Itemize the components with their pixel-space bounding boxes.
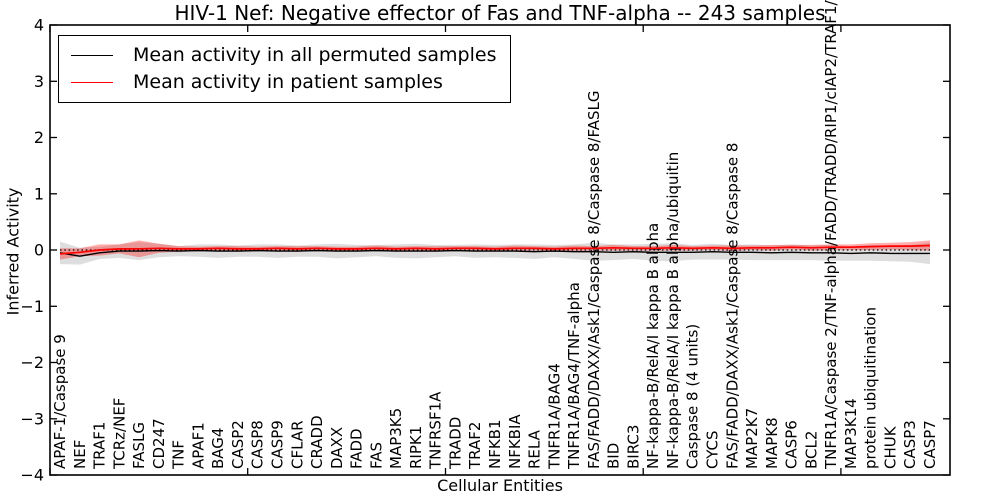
x-tick-label: DAXX <box>328 427 346 469</box>
x-tick-label: RELA <box>526 429 544 469</box>
x-tick-label: FAS <box>367 442 385 469</box>
x-tick-label: NF-kappa-B/RelA/I kappa B alpha/ubiquiti… <box>664 152 682 469</box>
legend-label-permuted: Mean activity in all permuted samples <box>133 44 497 66</box>
x-tick-label: MAP3K5 <box>387 408 405 469</box>
x-tick-label: FAS/FADD/DAXX/Ask1/Caspase 8/Caspase 8/F… <box>585 91 603 470</box>
x-tick-label: MAPK8 <box>763 417 781 469</box>
y-tick-label: −1 <box>20 297 44 316</box>
x-tick-label: TNF <box>170 440 188 470</box>
x-tick-label: APAF1 <box>189 422 207 469</box>
x-tick-label: CASP3 <box>901 420 919 469</box>
legend-label-patient: Mean activity in patient samples <box>133 71 443 93</box>
x-tick-label: TNFR1A/BAG4 <box>545 363 563 470</box>
x-tick-label: TNFR1A/Caspase 2/TNF-alpha/FADD/TRADD/RI… <box>822 0 840 470</box>
x-tick-label: BID <box>605 443 623 469</box>
x-tick-label: CRADD <box>308 415 326 469</box>
x-tick-label: TRAF1 <box>91 422 109 470</box>
legend-line-patient-icon <box>71 82 113 83</box>
x-tick-label: TCRz/NEF <box>110 398 128 470</box>
x-tick-label: FAS/FADD/DAXX/Ask1/Caspase 8/Caspase 8 <box>723 143 741 469</box>
x-tick-label: FASLG <box>130 422 148 469</box>
legend: Mean activity in all permuted samples Me… <box>58 35 512 103</box>
x-tick-label: CD247 <box>150 418 168 469</box>
y-tick-label: 0 <box>34 241 44 260</box>
x-tick-label: MAP3K14 <box>842 398 860 469</box>
x-tick-label: TRAF2 <box>466 422 484 470</box>
x-tick-label: MAP2K7 <box>743 408 761 469</box>
patient-mean-line <box>59 244 931 255</box>
x-tick-label: CASP8 <box>249 420 267 469</box>
y-tick-label: 2 <box>34 128 44 147</box>
x-tick-label: CASP6 <box>783 420 801 469</box>
x-tick-label: NFKBIA <box>506 414 524 469</box>
x-tick-label: BCL2 <box>802 431 820 469</box>
x-tick-label: CASP7 <box>921 420 939 469</box>
x-tick-label: CASP2 <box>229 420 247 469</box>
x-tick-label: CHUK <box>882 425 900 469</box>
x-tick-label: CFLAR <box>288 421 306 470</box>
x-tick-label: NF-kappa-B/RelA/I kappa B alpha <box>644 223 662 469</box>
x-tick-label: APAF-1/Caspase 9 <box>51 334 69 469</box>
x-tick-label: BAG4 <box>209 428 227 469</box>
x-tick-label: CASP9 <box>269 420 287 469</box>
x-tick-label: BIRC3 <box>624 425 642 469</box>
y-tick-label: −3 <box>20 409 44 428</box>
x-tick-label: TNFR1A/BAG4/TNF-alpha <box>565 282 583 470</box>
chart-title: HIV-1 Nef: Negative effector of Fas and … <box>174 1 826 25</box>
x-tick-label: RIPK1 <box>407 426 425 469</box>
y-tick-label: 3 <box>34 72 44 91</box>
y-tick-label: −4 <box>20 466 44 485</box>
plot-frame <box>49 24 951 476</box>
x-tick-label: Caspase 8 (4 units) <box>684 324 702 469</box>
y-axis-label: Inferred Activity <box>3 187 23 316</box>
x-tick-label: NFKB1 <box>486 419 504 469</box>
x-tick-label: protein ubiquitination <box>862 307 880 469</box>
legend-line-permuted-icon <box>71 55 113 56</box>
x-tick-label: TRADD <box>447 417 465 470</box>
x-axis-label: Cellular Entities <box>437 476 563 495</box>
permuted-mean-line <box>59 249 930 257</box>
legend-item: Mean activity in all permuted samples <box>71 42 496 69</box>
x-tick-label: NEF <box>71 440 89 469</box>
x-tick-label: FADD <box>348 428 366 469</box>
x-tick-label: TNFRSF1A <box>427 391 445 470</box>
x-tick-label: CYCS <box>704 430 722 469</box>
y-tick-label: 1 <box>34 184 44 203</box>
y-tick-label: 4 <box>34 16 44 35</box>
legend-item: Mean activity in patient samples <box>71 69 496 96</box>
y-tick-label: −2 <box>20 353 44 372</box>
